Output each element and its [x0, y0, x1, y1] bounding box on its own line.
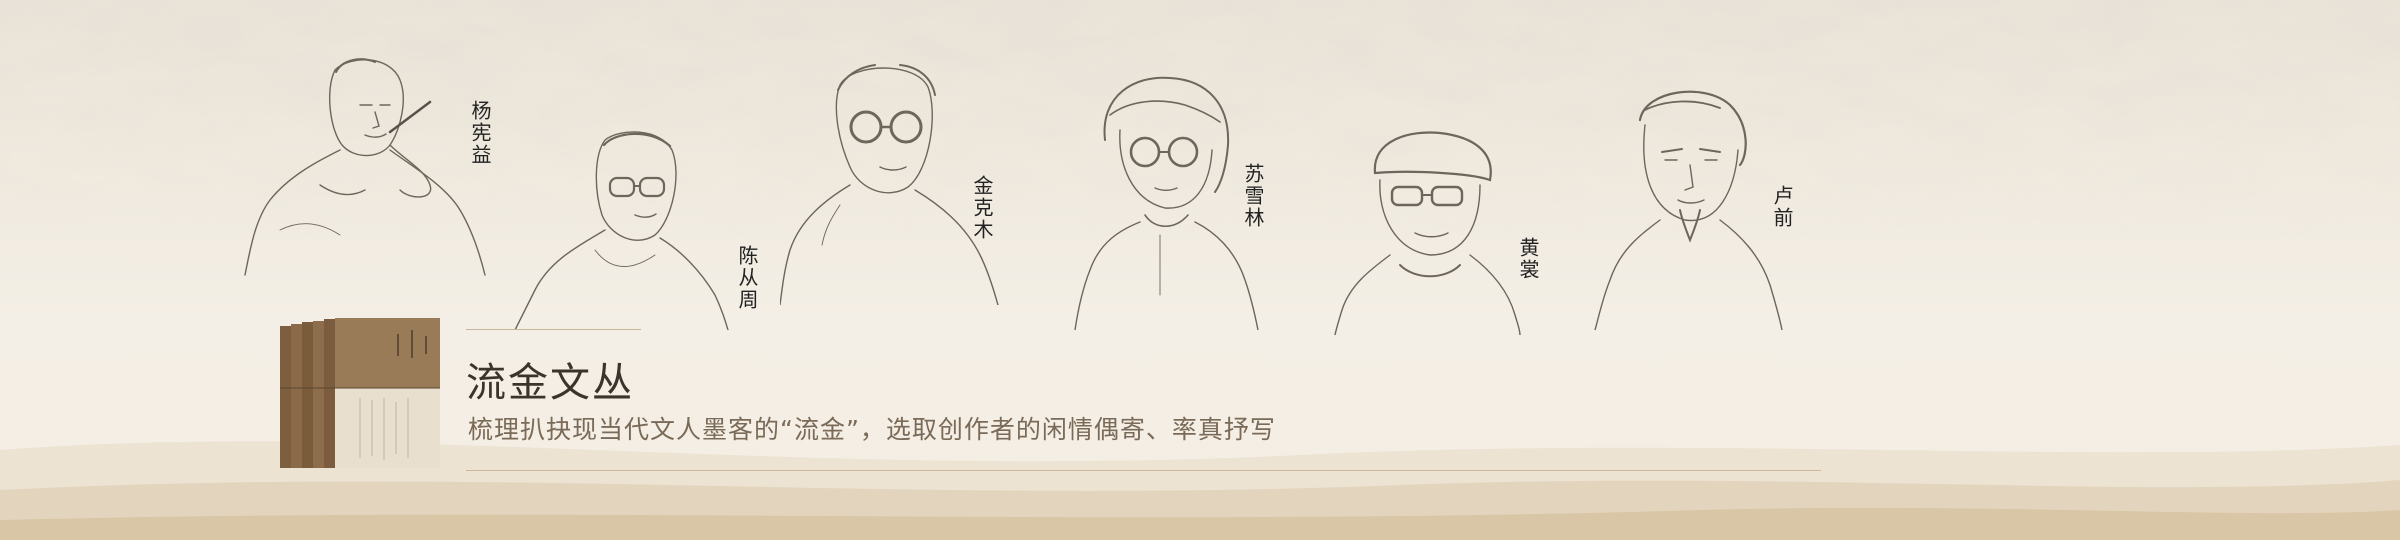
series-title: 流金文丛: [466, 360, 634, 406]
portrait-3: [780, 55, 1010, 305]
author-sketch-1: [244, 58, 486, 276]
portrait-2: [510, 120, 750, 330]
author-sketch-6: [1594, 90, 1783, 330]
portrait-1: [240, 50, 540, 280]
author-sketch-4: [1074, 76, 1259, 330]
author-sketch-2: [514, 131, 729, 330]
portrait-4: [1060, 70, 1280, 330]
author-sketch-3: [780, 64, 999, 305]
author-name-6: 卢前: [1770, 185, 1794, 229]
author-name-5: 黄裳: [1516, 237, 1540, 281]
title-rule-bottom: [466, 470, 1821, 471]
portrait-6: [1590, 80, 1800, 330]
author-name-3: 金克木: [970, 175, 994, 241]
author-name-2: 陈从周: [735, 245, 759, 311]
book-set-image: [280, 318, 440, 468]
title-rule-top: [466, 329, 641, 330]
author-name-4: 苏雪林: [1241, 163, 1265, 229]
author-sketch-5: [1334, 131, 1521, 335]
portrait-5: [1330, 125, 1530, 335]
series-tagline: 梳理扒抉现当代文人墨客的“流金”，选取创作者的闲情偶寄、率真抒写: [468, 415, 1276, 444]
author-name-1: 杨宪益: [468, 100, 492, 166]
wave-background: [0, 441, 2400, 540]
